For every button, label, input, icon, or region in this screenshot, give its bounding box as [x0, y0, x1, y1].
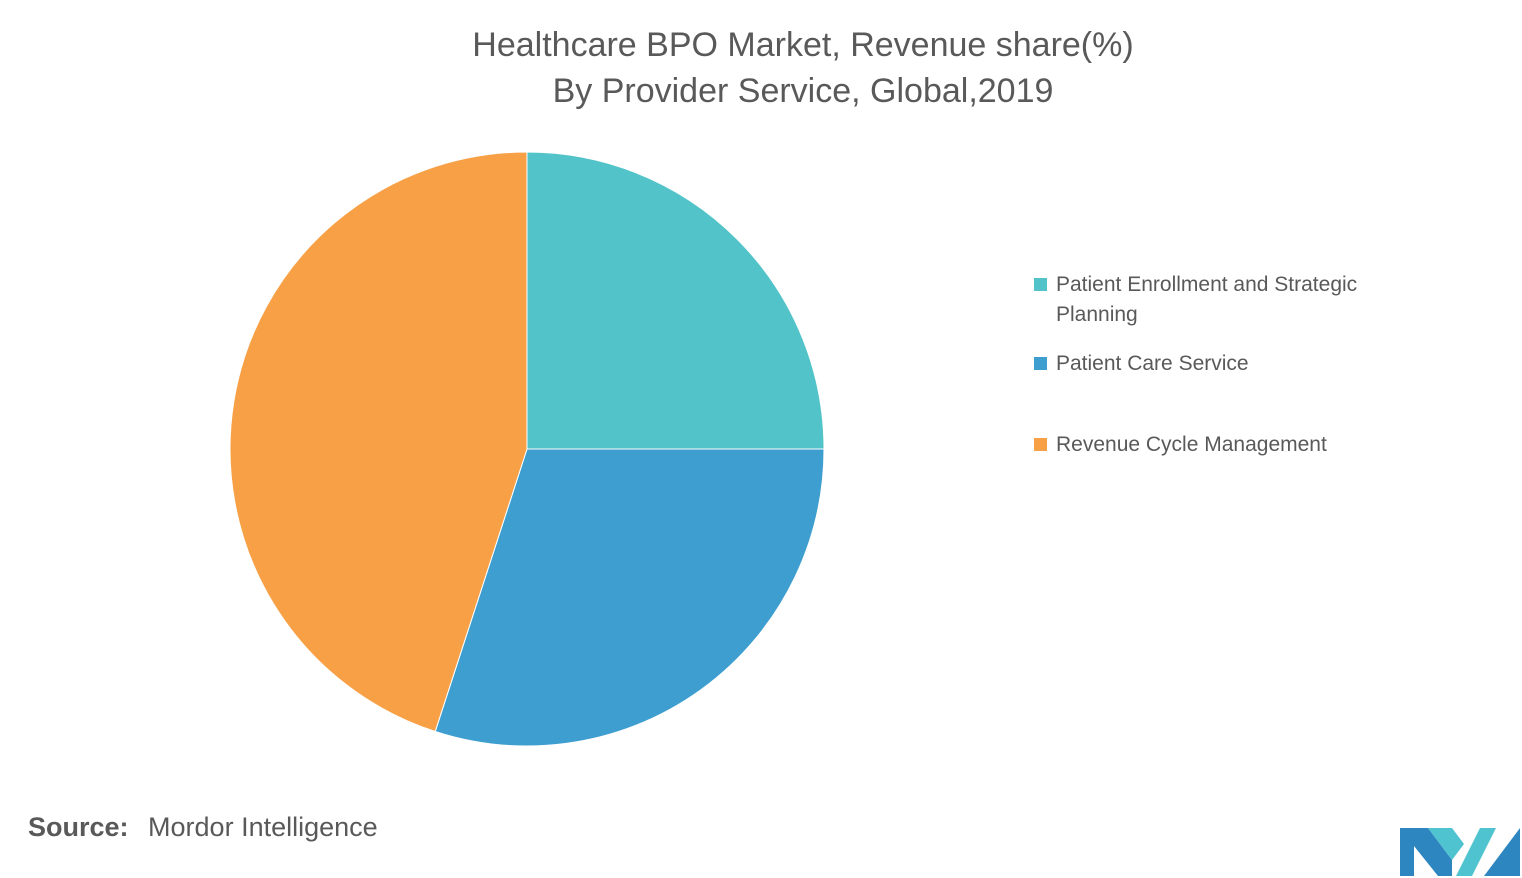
chart-subtitle: By Provider Service, Global,2019: [552, 72, 1054, 110]
legend-swatch: [1034, 278, 1047, 291]
mordor-intelligence-logo-icon: [1400, 828, 1520, 876]
legend-item-revenue-cycle: Revenue Cycle Management: [1034, 430, 1414, 460]
source-value: Mordor Intelligence: [148, 812, 378, 842]
logo-shape-2: [1428, 828, 1464, 860]
legend-label: Patient Enrollment and Strategic Plannin…: [1056, 273, 1358, 326]
source-note: Source: Mordor Intelligence: [28, 812, 378, 843]
legend-label: Patient Care Service: [1056, 352, 1249, 375]
logo-shape-4: [1484, 828, 1520, 876]
logo-shape-3: [1456, 828, 1496, 876]
pie-slice-revenue-cycle: [229, 151, 528, 733]
legend-swatch: [1034, 357, 1047, 370]
legend-swatch: [1034, 438, 1047, 451]
chart-title-block: Healthcare BPO Market, Revenue share(%) …: [0, 22, 1522, 114]
pie-slice-patient-enrollment: [526, 151, 825, 450]
legend-item-patient-enrollment: Patient Enrollment and Strategic Plannin…: [1034, 270, 1414, 330]
pie-slice-patient-care: [434, 448, 825, 747]
legend-label: Revenue Cycle Management: [1056, 433, 1327, 456]
logo-shape-1: [1400, 828, 1452, 876]
legend-item-patient-care: Patient Care Service: [1034, 349, 1414, 379]
chart-legend: Patient Enrollment and Strategic Plannin…: [1034, 270, 1414, 460]
source-label: Source:: [28, 812, 129, 842]
chart-title: Healthcare BPO Market, Revenue share(%): [472, 26, 1134, 64]
